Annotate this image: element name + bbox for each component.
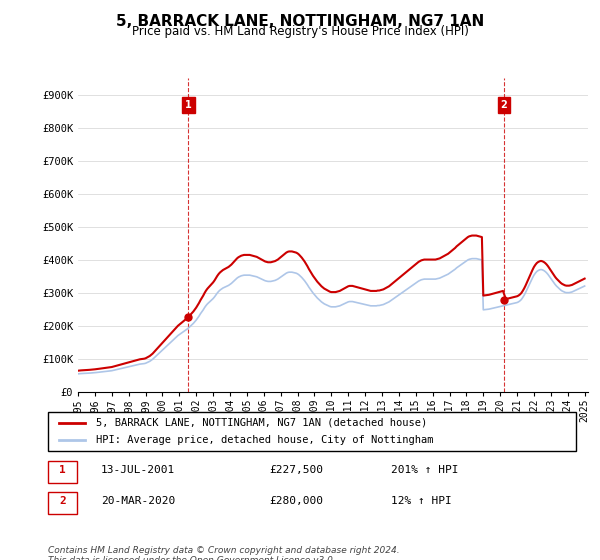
Text: 2: 2 <box>500 100 507 110</box>
Text: £227,500: £227,500 <box>270 465 324 475</box>
Text: 2: 2 <box>59 496 65 506</box>
Text: 5, BARRACK LANE, NOTTINGHAM, NG7 1AN: 5, BARRACK LANE, NOTTINGHAM, NG7 1AN <box>116 14 484 29</box>
Text: £280,000: £280,000 <box>270 496 324 506</box>
Text: 1: 1 <box>59 465 65 475</box>
Text: 1: 1 <box>185 100 192 110</box>
Text: 5, BARRACK LANE, NOTTINGHAM, NG7 1AN (detached house): 5, BARRACK LANE, NOTTINGHAM, NG7 1AN (de… <box>95 418 427 428</box>
Text: Price paid vs. HM Land Registry's House Price Index (HPI): Price paid vs. HM Land Registry's House … <box>131 25 469 38</box>
Text: 13-JUL-2001: 13-JUL-2001 <box>101 465 175 475</box>
FancyBboxPatch shape <box>48 492 77 514</box>
Text: 20-MAR-2020: 20-MAR-2020 <box>101 496 175 506</box>
Text: 12% ↑ HPI: 12% ↑ HPI <box>391 496 452 506</box>
Text: 201% ↑ HPI: 201% ↑ HPI <box>391 465 459 475</box>
Text: Contains HM Land Registry data © Crown copyright and database right 2024.
This d: Contains HM Land Registry data © Crown c… <box>48 546 400 560</box>
FancyBboxPatch shape <box>48 461 77 483</box>
Text: HPI: Average price, detached house, City of Nottingham: HPI: Average price, detached house, City… <box>95 435 433 445</box>
FancyBboxPatch shape <box>48 412 576 451</box>
